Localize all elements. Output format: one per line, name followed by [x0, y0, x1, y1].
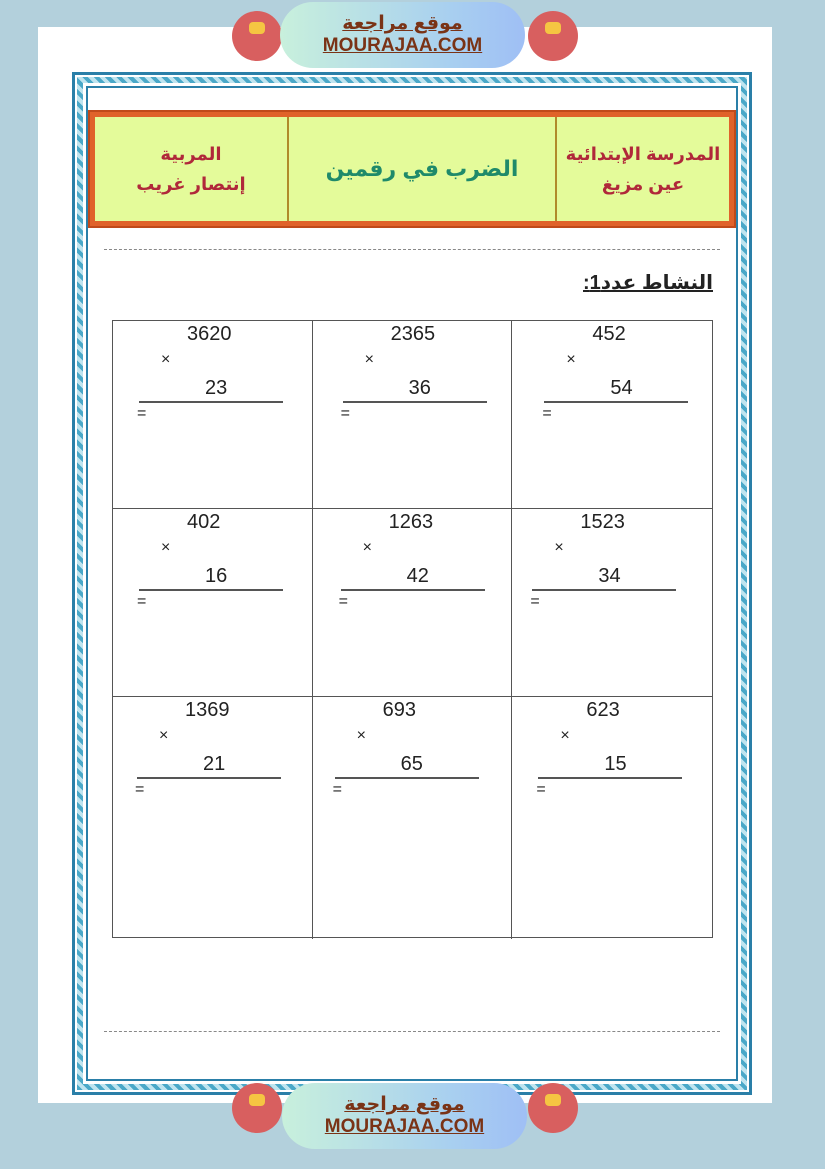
multiplicand: 623	[586, 699, 620, 721]
activity-title: النشاط عدد1:	[583, 272, 713, 294]
multiply-sign: ×	[554, 539, 564, 556]
school-location: عين مزيغ	[601, 174, 685, 194]
equals-sign: =	[530, 593, 540, 610]
multiplier: 21	[203, 753, 226, 775]
multiplicand: 402	[187, 511, 221, 533]
worksheet-header: المدرسة الإبتدائية عين مزيغ الضرب في رقم…	[88, 110, 736, 228]
multiply-sign: ×	[159, 727, 169, 744]
multiplicand: 452	[592, 323, 626, 345]
banner-arabic: موقع مراجعة	[344, 1094, 465, 1115]
result-line	[342, 401, 487, 403]
equals-sign: =	[137, 405, 147, 422]
equals-sign: =	[338, 593, 348, 610]
problem-cell: 2365 × 36 =	[312, 321, 513, 509]
result-line	[544, 401, 689, 403]
result-line	[334, 777, 479, 779]
site-logo-icon	[232, 11, 282, 61]
multiply-sign: ×	[161, 351, 171, 368]
multiplicand: 3620	[187, 323, 232, 345]
problem-cell: 1523 × 34 =	[512, 509, 712, 697]
equals-sign: =	[536, 781, 546, 798]
result-line	[538, 777, 683, 779]
result-line	[137, 777, 281, 779]
problem-cell: 1263 × 42 =	[312, 509, 513, 697]
problem-cell: 402 × 16 =	[113, 509, 313, 697]
multiply-sign: ×	[364, 351, 374, 368]
multiply-sign: ×	[362, 539, 372, 556]
banner-arabic: موقع مراجعة	[342, 13, 463, 34]
multiplicand: 1523	[580, 511, 625, 533]
multiply-sign: ×	[566, 351, 576, 368]
result-line	[340, 589, 485, 591]
school-name: المدرسة الإبتدائية	[565, 144, 721, 164]
site-logo-icon	[528, 11, 578, 61]
multiplier: 15	[604, 753, 627, 775]
equals-sign: =	[137, 593, 147, 610]
teacher-label: المربية	[160, 144, 222, 164]
divider	[104, 249, 720, 250]
problem-cell: 693 × 65 =	[313, 697, 513, 939]
problem-cell: 623 × 15 =	[512, 697, 712, 939]
multiplier: 34	[598, 565, 621, 587]
result-line	[532, 589, 677, 591]
multiplier: 16	[205, 565, 228, 587]
multiplier: 65	[400, 753, 423, 775]
divider	[104, 1031, 720, 1032]
equals-sign: =	[542, 405, 552, 422]
equals-sign: =	[340, 405, 350, 422]
banner-latin: MOURAJAA.COM	[324, 1116, 485, 1137]
teacher-name: إنتصار غريب	[136, 174, 246, 194]
result-line	[139, 401, 283, 403]
multiply-sign: ×	[161, 539, 171, 556]
result-line	[139, 589, 283, 591]
multiply-sign: ×	[356, 727, 366, 744]
site-logo-icon	[528, 1083, 578, 1133]
equals-sign: =	[135, 781, 145, 798]
teacher-cell: المربية إنتصار غريب	[95, 117, 287, 221]
multiplicand: 693	[382, 699, 417, 721]
site-banner-bottom[interactable]: موقع مراجعة MOURAJAA.COM	[282, 1083, 527, 1149]
decorative-border	[72, 72, 752, 1095]
problem-cell: 1369 × 21 =	[113, 697, 313, 939]
site-banner-top[interactable]: موقع مراجعة MOURAJAA.COM	[280, 2, 525, 68]
multiplicand: 1369	[185, 699, 230, 721]
problems-grid: 3620 × 23 = 2365 × 36 = 452 × 54 = 402 × 16…	[112, 320, 713, 939]
lesson-cell: الضرب في رقمين	[287, 117, 555, 221]
banner-latin: MOURAJAA.COM	[322, 35, 483, 56]
multiplier: 23	[205, 377, 228, 399]
problem-cell: 452 × 54 =	[512, 321, 712, 509]
multiplier: 36	[408, 377, 431, 399]
school-cell: المدرسة الإبتدائية عين مزيغ	[555, 117, 729, 221]
lesson-title: الضرب في رقمين	[325, 156, 519, 181]
equals-sign: =	[332, 781, 342, 798]
multiplicand: 2365	[390, 323, 436, 345]
multiplier: 54	[610, 377, 633, 399]
problem-cell: 3620 × 23 =	[113, 321, 313, 509]
site-logo-icon	[232, 1083, 282, 1133]
multiply-sign: ×	[560, 727, 570, 744]
multiplicand: 1263	[388, 511, 434, 533]
multiplier: 42	[406, 565, 429, 587]
